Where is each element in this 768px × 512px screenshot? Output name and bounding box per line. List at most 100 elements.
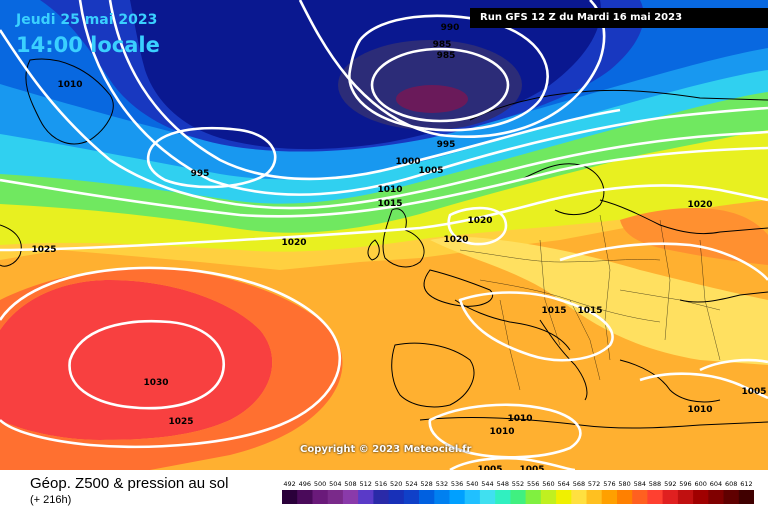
isobar-1015-central <box>458 291 614 362</box>
isobar-label: 1010 <box>507 414 532 424</box>
scale-tick-label: 592 <box>664 480 676 488</box>
z500-band-light-yellow <box>430 237 768 365</box>
isobar-990 <box>348 14 549 132</box>
scale-swatch <box>373 490 390 504</box>
isobar-label: 1030 <box>143 378 168 388</box>
isobar-1020-east <box>559 242 768 281</box>
isobar-label: 995 <box>191 169 210 179</box>
isobar-labels: 990 985 985 1010 995 995 1000 1005 1010 … <box>31 23 766 470</box>
color-scale-legend: 492 496 500 504 508 512 516 520 524 528 532 536 540 5… <box>282 480 754 504</box>
scale-swatch <box>677 490 694 504</box>
scale-swatch <box>556 490 572 504</box>
scale-tick-label: 500 <box>314 480 326 488</box>
scale-tick-label: 552 <box>512 480 524 488</box>
scale-swatch <box>647 490 664 504</box>
scale-tick-label: 612 <box>740 480 752 488</box>
isobar-label: 1005 <box>519 465 544 470</box>
isobar-label: 990 <box>441 23 460 33</box>
isobar-label: 1010 <box>489 427 514 437</box>
isobar-985 <box>370 47 510 123</box>
map-title: Géop. Z500 & pression au sol <box>30 475 229 492</box>
scale-tick-label: 504 <box>329 480 341 488</box>
z500-high-red <box>0 280 273 440</box>
isobar-label: 1015 <box>541 306 566 316</box>
isobar-1025 <box>0 266 341 449</box>
scale-swatch <box>510 490 527 504</box>
isobar-1010-east <box>639 372 768 400</box>
scale-tick-label: 540 <box>466 480 478 488</box>
z500-ne-orange <box>620 208 768 265</box>
scale-tick-label: 492 <box>283 480 295 488</box>
scale-swatch <box>282 490 298 504</box>
isobar-label: 1005 <box>418 166 443 176</box>
isobar-1000 <box>108 0 621 181</box>
scale-swatch <box>723 490 740 504</box>
isobar-label: 1010 <box>377 185 402 195</box>
isobar-995-north <box>298 0 606 138</box>
z500-band-lightblue <box>0 44 768 180</box>
z500-high-orange-red <box>0 267 343 470</box>
scale-swatch <box>464 490 481 504</box>
scale-tick-label: 536 <box>451 480 463 488</box>
scale-tick-label: 584 <box>634 480 646 488</box>
scale-swatch <box>358 490 374 504</box>
scale-tick-label: 544 <box>481 480 493 488</box>
isobar-label: 1015 <box>377 199 402 209</box>
isobar-label: 1000 <box>395 157 420 167</box>
scale-tick-label: 548 <box>497 480 509 488</box>
scale-swatch <box>403 490 420 504</box>
isobar-label: 1005 <box>477 465 502 470</box>
isobar-label: 1020 <box>443 235 468 245</box>
scale-tick-label: 572 <box>588 480 600 488</box>
scale-tick-label: 560 <box>542 480 554 488</box>
scale-tick-label: 568 <box>573 480 585 488</box>
scale-swatch <box>632 490 648 504</box>
isobar-1005 <box>78 0 768 196</box>
copyright-notice: Copyright © 2023 Meteociel.fr <box>300 444 472 455</box>
scale-swatch <box>662 490 679 504</box>
scale-swatch <box>434 490 450 504</box>
scale-tick-label: 596 <box>679 480 691 488</box>
isobar-label: 1005 <box>741 387 766 397</box>
isobar-label: 1025 <box>168 417 193 427</box>
z500-core-deep <box>338 40 522 130</box>
scale-tick-label: 516 <box>375 480 387 488</box>
isobar-1010-south <box>428 403 582 459</box>
scale-tick-label: 576 <box>603 480 615 488</box>
isobar-1010 <box>0 29 768 210</box>
isobar-label: 1020 <box>687 200 712 210</box>
scale-tick-label: 512 <box>359 480 371 488</box>
scale-swatch <box>479 490 496 504</box>
scale-swatch <box>738 490 754 504</box>
scale-tick-label: 600 <box>694 480 706 488</box>
isobar-1005-south <box>449 457 576 470</box>
scale-tick-label: 524 <box>405 480 417 488</box>
z500-core-purple <box>396 85 468 113</box>
scale-swatch <box>525 490 542 504</box>
scale-swatch <box>342 490 359 504</box>
scale-tick-label: 556 <box>527 480 539 488</box>
lead-time: (+ 216h) <box>30 494 72 506</box>
isobar-1005-east <box>699 358 768 372</box>
forecast-hour: 14:00 locale <box>16 33 160 57</box>
scale-swatch <box>540 490 557 504</box>
scale-swatch <box>693 490 709 504</box>
scale-tick-label: 608 <box>725 480 737 488</box>
isobar-label: 1020 <box>467 216 492 226</box>
isobar-1015 <box>0 146 768 218</box>
isobar-label: 1020 <box>281 238 306 248</box>
scale-swatch <box>297 490 313 504</box>
scale-swatch <box>586 490 603 504</box>
isobars <box>0 0 768 470</box>
model-run-banner: Run GFS 12 Z du Mardi 16 mai 2023 <box>470 8 768 28</box>
isobar-label: 1025 <box>31 245 56 255</box>
scale-swatch <box>495 490 511 504</box>
scale-tick-label: 528 <box>420 480 432 488</box>
isobar-label: 985 <box>433 40 452 50</box>
isobar-label: 1010 <box>57 80 82 90</box>
isobar-1020-ring <box>447 206 508 246</box>
scale-swatch <box>708 490 724 504</box>
scale-swatch <box>617 490 633 504</box>
scale-swatch <box>327 490 344 504</box>
